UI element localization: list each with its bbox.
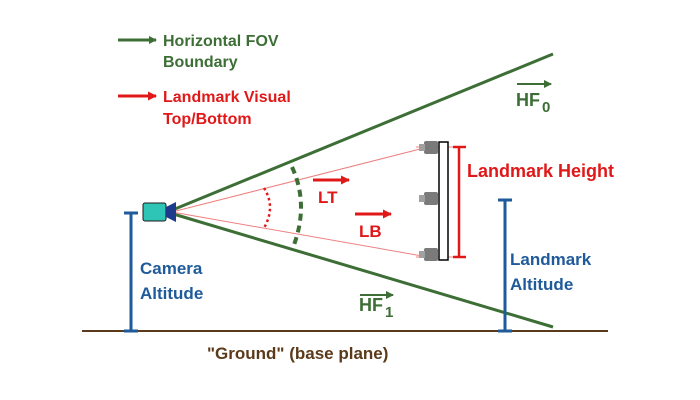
landmark-angle-arc: [262, 187, 272, 229]
landmark-height-bracket: [453, 145, 466, 259]
light-top-icon: [419, 141, 438, 154]
legend-fov-label-line1: Horizontal FOV: [163, 33, 279, 50]
light-bar-icon: [419, 141, 449, 261]
hf0-text: HF: [516, 90, 540, 110]
legend: Horizontal FOV Boundary Landmark Visual …: [118, 33, 291, 128]
landmark-altitude-label-line2: Altitude: [510, 275, 573, 294]
lt-label: LT: [313, 175, 350, 207]
camera-altitude-bar: [124, 211, 138, 333]
fov-angle-arc: [290, 166, 303, 251]
hf1-subscript: 1: [385, 304, 393, 321]
legend-landmark-label-line1: Landmark Visual: [163, 89, 291, 106]
hf1-text: HF: [359, 295, 383, 315]
landmark-bottom-ray: [171, 211, 429, 258]
fov-boundary-upper: [169, 52, 554, 213]
hf1-label: HF 1: [359, 291, 394, 321]
landmark-top-ray: [171, 146, 429, 213]
camera-altitude-label-line1: Camera: [140, 259, 203, 278]
legend-fov-label-line2: Boundary: [163, 54, 238, 71]
light-middle-icon: [419, 192, 438, 205]
hf0-label: HF 0: [516, 80, 552, 116]
legend-landmark-label-line2: Top/Bottom: [163, 111, 252, 128]
light-bottom-icon: [419, 248, 438, 261]
lt-text: LT: [318, 188, 338, 207]
lb-label: LB: [355, 209, 392, 241]
video-camera-icon: [142, 202, 176, 222]
camera-altitude-label-line2: Altitude: [140, 284, 203, 303]
fov-boundary-lower: [169, 211, 554, 329]
lb-text: LB: [359, 222, 382, 241]
landmark-height-label: Landmark Height: [467, 161, 614, 181]
hf0-subscript: 0: [542, 99, 550, 116]
landmark-altitude-label-line1: Landmark: [510, 250, 592, 269]
ground-label: "Ground" (base plane): [207, 344, 388, 363]
landmark-altitude-bar: [498, 198, 512, 333]
